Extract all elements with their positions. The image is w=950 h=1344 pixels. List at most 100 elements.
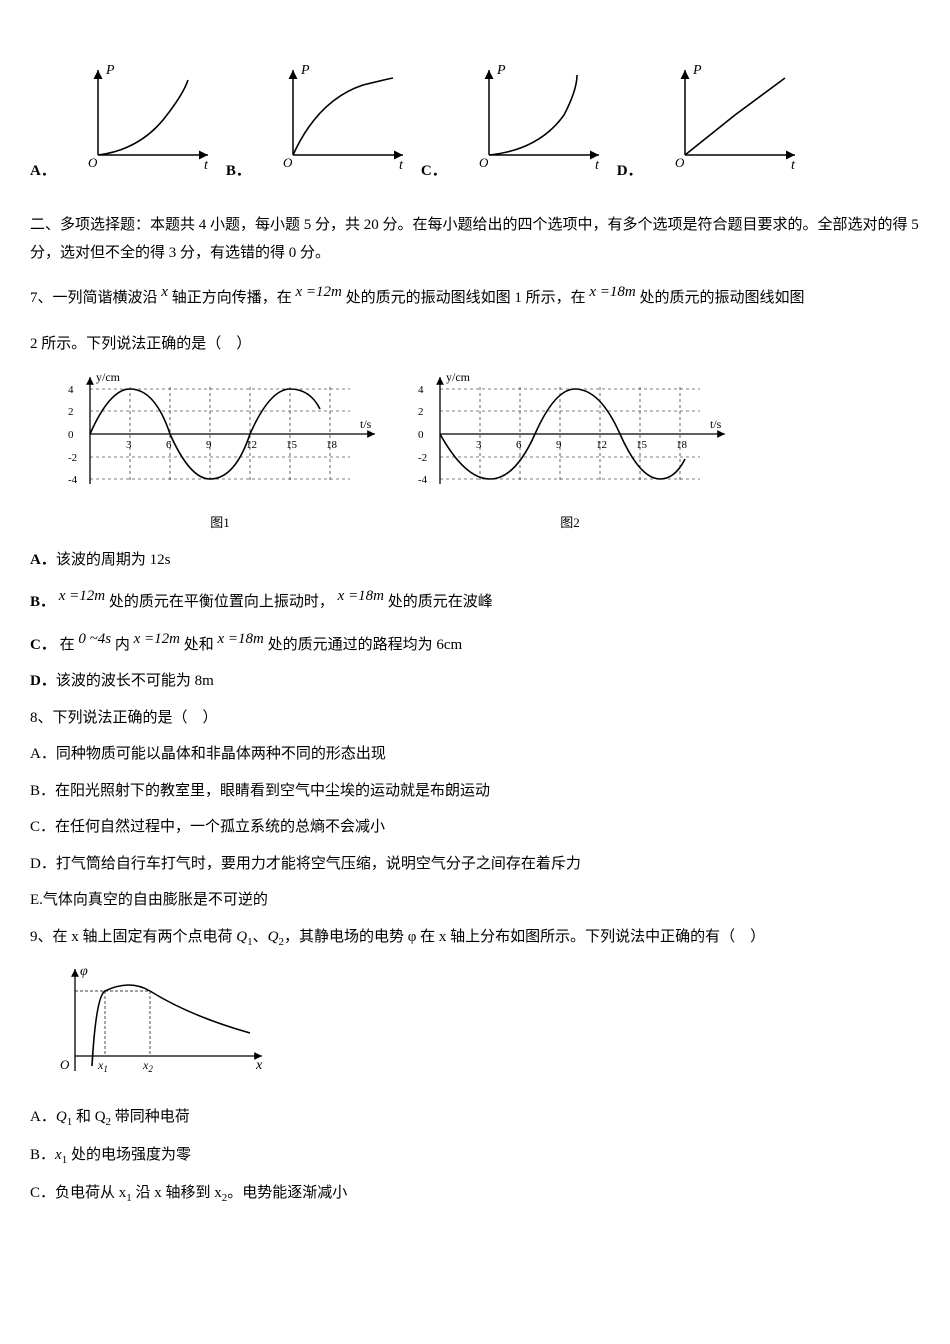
svg-text:3: 3 (126, 439, 132, 451)
q8c-text: 在任何自然过程中，一个孤立系统的总熵不会减小 (55, 819, 385, 835)
svg-text:t/s: t/s (710, 417, 722, 431)
svg-text:t: t (204, 158, 209, 173)
svg-text:18: 18 (676, 439, 688, 451)
svg-text:P: P (300, 63, 310, 78)
q7b-mid: 处的质元在平衡位置向上振动时， (109, 594, 334, 610)
svg-text:x: x (255, 1058, 263, 1073)
q8-C: C．在任何自然过程中，一个孤立系统的总熵不会减小 (30, 813, 920, 842)
q7-pos1: x =12m (295, 284, 341, 300)
svg-text:-2: -2 (68, 452, 77, 464)
q7c-m2: 处和 (184, 637, 214, 653)
q7b-post: 处的质元在波峰 (388, 594, 493, 610)
q7-wave2-cap: 图2 (410, 511, 730, 536)
svg-text:t: t (791, 158, 796, 173)
q7c-post: 处的质元通过的路程均为 6cm (268, 637, 463, 653)
svg-text:O: O (675, 155, 685, 170)
q9b-po: 处的电场强度为零 (67, 1147, 191, 1163)
svg-text:P: P (692, 63, 702, 78)
q8e-text: 气体向真空的自由膨胀是不可逆的 (43, 892, 268, 908)
svg-text:18: 18 (326, 439, 338, 451)
svg-text:x2: x2 (142, 1058, 153, 1074)
svg-text:3: 3 (476, 439, 482, 451)
svg-text:φ: φ (80, 964, 88, 979)
q9-C: C．负电荷从 x1 沿 x 轴移到 x2。电势能逐渐减小 (30, 1179, 920, 1209)
q9-q2: Q (268, 929, 279, 945)
q7-optA-text: 该波的周期为 12s (56, 552, 171, 568)
q8-B: B．在阳光照射下的教室里，眼睛看到空气中尘埃的运动就是布朗运动 (30, 777, 920, 806)
svg-text:-4: -4 (418, 474, 428, 486)
q7b-pos1: x =12m (59, 588, 105, 604)
svg-text:12: 12 (596, 439, 607, 451)
q7-wave1-wrap: y/cm t/s 420-2-4369121518 图1 (60, 369, 380, 536)
q7-s2: 轴正方向传播，在 (172, 290, 292, 306)
svg-text:15: 15 (636, 439, 648, 451)
svg-text:15: 15 (286, 439, 298, 451)
svg-text:9: 9 (206, 439, 212, 451)
q7-wave1-cap: 图1 (60, 511, 380, 536)
q9-q1: Q (236, 929, 247, 945)
q9-pre: 9、在 x 轴上固定有两个点电荷 (30, 929, 236, 945)
opt-d-label: D． (617, 157, 643, 186)
section2-title: 二、多项选择题：本题共 4 小题，每小题 5 分，共 20 分。在每小题给出的四… (30, 211, 920, 268)
svg-text:0: 0 (68, 429, 74, 441)
svg-text:O: O (88, 155, 98, 170)
q7-wave2: y/cm t/s 420-2-4369121518 (410, 369, 730, 510)
svg-text:0: 0 (418, 429, 424, 441)
q8-E: E.气体向真空的自由膨胀是不可逆的 (30, 886, 920, 915)
q7c-pre: 在 (60, 637, 75, 653)
q7-wave2-wrap: y/cm t/s 420-2-4369121518 图2 (410, 369, 730, 536)
q8a-text: 同种物质可能以晶体和非晶体两种不同的形态出现 (56, 746, 386, 762)
svg-text:4: 4 (68, 384, 74, 396)
svg-text:6: 6 (166, 439, 172, 451)
q9c-p: 负电荷从 x (55, 1185, 126, 1201)
svg-text:O: O (283, 155, 293, 170)
q7-optA: A．该波的周期为 12s (30, 546, 920, 575)
q7-optD: D．该波的波长不可能为 8m (30, 667, 920, 696)
svg-text:-4: -4 (68, 474, 78, 486)
q7-pos2: x =18m (589, 284, 635, 300)
q9-B: B．x1 处的电场强度为零 (30, 1141, 920, 1171)
q7-stem-l2: 2 所示。下列说法正确的是（ ） (30, 330, 920, 359)
q8-stem: 8、下列说法正确的是（ ） (30, 704, 920, 733)
q7-xvar: x (161, 284, 168, 300)
q7-optB: B． x =12m 处的质元在平衡位置向上振动时， x =18m 处的质元在波峰 (30, 582, 920, 617)
svg-text:y/cm: y/cm (96, 370, 121, 384)
svg-text:P: P (496, 63, 506, 78)
svg-text:2: 2 (68, 406, 74, 418)
svg-text:P: P (105, 63, 115, 78)
svg-text:-2: -2 (418, 452, 427, 464)
svg-text:t: t (595, 158, 600, 173)
pt-graph-b: O P t (263, 60, 413, 186)
q7-s1: 7、一列简谐横波沿 (30, 290, 158, 306)
q8d-text: 打气筒给自行车打气时，要用力才能将空气压缩，说明空气分子之间存在着斥力 (56, 856, 581, 872)
q7c-p2: x =18m (217, 631, 263, 647)
q7-s4: 处的质元的振动图线如图 (639, 290, 804, 306)
q8-D: D．打气筒给自行车打气时，要用力才能将空气压缩，说明空气分子之间存在着斥力 (30, 850, 920, 879)
pt-graph-a: O P t (68, 60, 218, 186)
q7c-range: 0 ~4s (78, 631, 111, 647)
q7b-pos2: x =18m (338, 588, 384, 604)
q7-wave-graphs: y/cm t/s 4 2 0 -2 -4 3 6 9 12 15 18 图1 y/cm t/s 4 2… (60, 369, 920, 536)
q7-wave1: y/cm t/s 420-2-4369121518 (60, 369, 380, 510)
q8b-text: 在阳光照射下的教室里，眼睛看到空气中尘埃的运动就是布朗运动 (55, 783, 490, 799)
q9-m1: 、 (253, 929, 268, 945)
svg-text:t/s: t/s (360, 417, 372, 431)
q9c-po: 。电势能逐渐减小 (227, 1185, 347, 1201)
opt-b-label: B． (226, 157, 251, 186)
q7-optC: C． 在 0 ~4s 内 x =12m 处和 x =18m 处的质元通过的路程均… (30, 625, 920, 660)
pt-graphs-row: A． O P t B． O P t C． O P t D． O P t (30, 60, 920, 186)
svg-text:4: 4 (418, 384, 424, 396)
q7d-text: 该波的波长不可能为 8m (56, 673, 214, 689)
q7-s3: 处的质元的振动图线如图 1 所示，在 (346, 290, 586, 306)
svg-text:O: O (60, 1057, 70, 1072)
q7-stem: 7、一列简谐横波沿 x 轴正方向传播，在 x =12m 处的质元的振动图线如图 … (30, 278, 920, 313)
svg-text:O: O (479, 155, 489, 170)
q9a-m: 和 Q (72, 1109, 105, 1125)
q9a-p: Q (56, 1109, 67, 1125)
svg-text:2: 2 (418, 406, 424, 418)
svg-text:t: t (399, 158, 404, 173)
q8-A: A．同种物质可能以晶体和非晶体两种不同的形态出现 (30, 740, 920, 769)
q9-stem: 9、在 x 轴上固定有两个点电荷 Q1、Q2，其静电场的电势 φ 在 x 轴上分… (30, 923, 920, 953)
svg-text:y/cm: y/cm (446, 370, 471, 384)
q9-A: A．Q1 和 Q2 带同种电荷 (30, 1103, 920, 1133)
